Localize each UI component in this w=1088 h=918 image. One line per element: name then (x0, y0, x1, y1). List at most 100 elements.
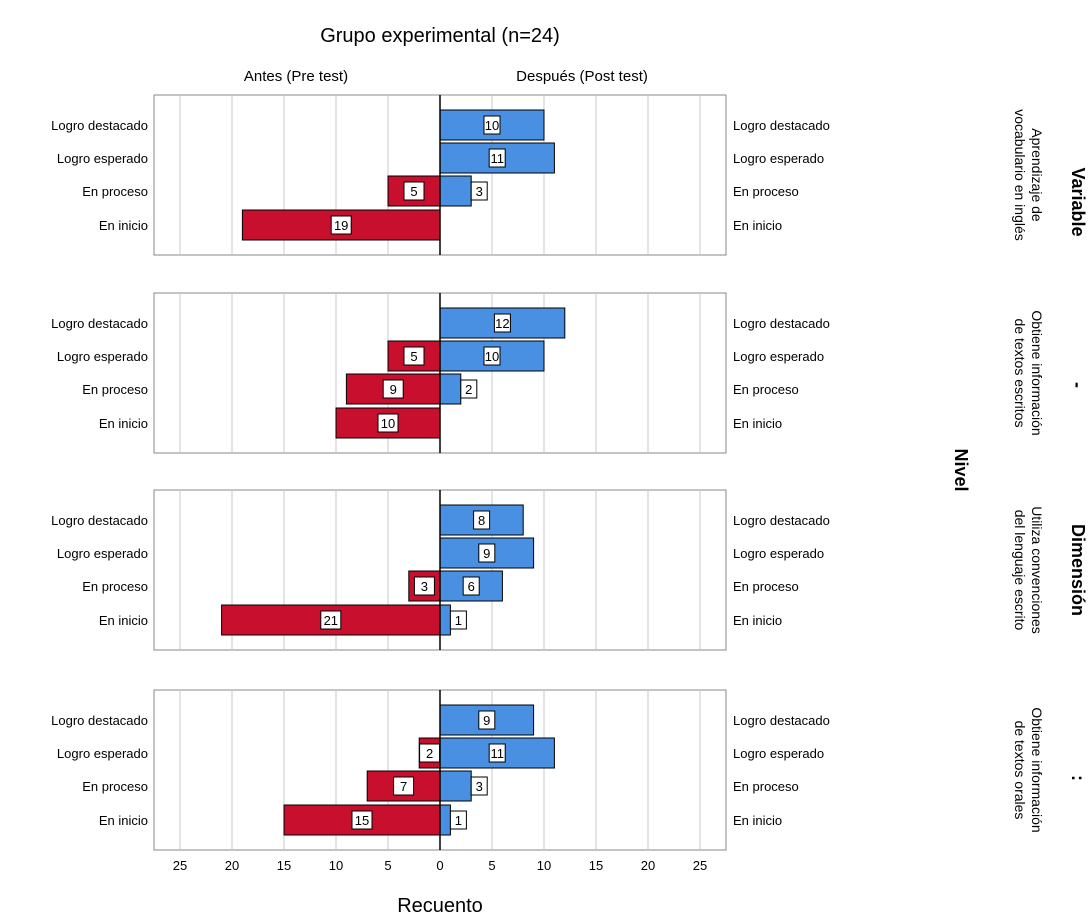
panel-2: Logro destacado Logro destacado 12 Logro es… (51, 292, 1045, 454)
x-tick-label: 20 (225, 858, 239, 873)
category-label-right: En proceso (733, 382, 799, 397)
nivel-label: Nivel (951, 448, 971, 491)
data-label-post: 11 (490, 151, 504, 166)
category-label-right: En inicio (733, 813, 782, 828)
category-label-left: Logro esperado (57, 151, 148, 166)
data-label-pre: 5 (410, 184, 417, 199)
data-label-box (488, 148, 506, 168)
category-label-right: Logro esperado (733, 151, 824, 166)
data-label-post: 10 (485, 118, 499, 133)
panel-label-line: Obtiene información (1029, 310, 1045, 435)
category-label-right: En inicio (733, 218, 782, 233)
data-label-box (473, 510, 491, 530)
data-label-box (382, 379, 404, 399)
category-label-right: Logro esperado (733, 349, 824, 364)
x-tick-label: 25 (173, 858, 187, 873)
data-label-pre: 21 (324, 613, 338, 628)
data-label-pre: 15 (355, 813, 369, 828)
panel-label: Utiliza convencionesdel lenguaje escrito (1012, 506, 1045, 634)
data-label-post: 8 (478, 513, 485, 528)
category-label-left: Logro destacado (51, 118, 148, 133)
data-label-box (449, 810, 467, 830)
pre-test-header: Antes (Pre test) (244, 68, 348, 85)
panel-label: Obtiene informaciónde textos orales (1012, 707, 1045, 832)
data-label-pre: 9 (390, 382, 397, 397)
category-label-right: Logro esperado (733, 746, 824, 761)
data-label-pre: 10 (381, 416, 395, 431)
category-label-left: Logro destacado (51, 316, 148, 331)
bar-post (439, 770, 472, 802)
data-label-box (351, 810, 373, 830)
category-label-left: Logro esperado (57, 349, 148, 364)
x-tick-label: 15 (589, 858, 603, 873)
category-label-left: Logro esperado (57, 546, 148, 561)
data-label-post: 1 (455, 613, 462, 628)
bar-post (439, 175, 472, 207)
data-label-pre: 5 (410, 349, 417, 364)
panel-label-line: de textos escritos (1012, 319, 1028, 428)
chart-title: Grupo experimental (n=24) (320, 25, 560, 47)
data-label-box (470, 776, 488, 796)
bar-post (439, 373, 462, 405)
data-label-post: 9 (483, 713, 490, 728)
panel-label-line: Utiliza convenciones (1029, 506, 1045, 634)
category-label-left: En inicio (99, 218, 148, 233)
data-label-box (413, 576, 435, 596)
panel-label-line: Aprendizaje de (1029, 128, 1045, 222)
panel-label-line: del lenguaje escrito (1012, 510, 1028, 631)
data-label-post: 1 (455, 813, 462, 828)
category-label-right: Logro destacado (733, 316, 830, 331)
x-tick-label: 10 (537, 858, 551, 873)
right-title: Variable (1068, 167, 1088, 236)
data-label-box (483, 115, 501, 135)
x-tick-label: 5 (488, 858, 495, 873)
data-label-pre: 3 (421, 579, 428, 594)
data-label-box (478, 710, 496, 730)
post-test-header: Después (Post test) (516, 68, 648, 85)
category-label-left: En inicio (99, 416, 148, 431)
panel-label: Aprendizaje devocabulario en inglés (1012, 109, 1045, 241)
data-label-box (330, 215, 352, 235)
category-label-right: En proceso (733, 184, 799, 199)
category-label-right: Logro destacado (733, 118, 830, 133)
category-label-left: En inicio (99, 813, 148, 828)
category-label-left: Logro destacado (51, 513, 148, 528)
data-label-box (493, 313, 511, 333)
category-label-left: En proceso (82, 382, 148, 397)
data-label-post: 10 (485, 349, 499, 364)
panel-label-line: de textos orales (1012, 721, 1028, 820)
right-title: - (1068, 382, 1088, 388)
category-label-left: En inicio (99, 613, 148, 628)
panel-1: Logro destacado Logro destacado 10 Logro es… (51, 94, 1045, 256)
category-label-right: En inicio (733, 416, 782, 431)
data-label-box (320, 610, 342, 630)
data-label-post: 3 (476, 779, 483, 794)
data-label-post: 3 (476, 184, 483, 199)
panel-label-line: vocabulario en inglés (1012, 109, 1028, 241)
x-tick-label: 20 (641, 858, 655, 873)
data-label-box (377, 413, 399, 433)
data-label-box (478, 543, 496, 563)
data-label-post: 12 (495, 316, 509, 331)
x-tick-label: 15 (277, 858, 291, 873)
category-label-right: En proceso (733, 779, 799, 794)
data-label-box (462, 576, 480, 596)
data-label-box (488, 743, 506, 763)
bar-post (439, 604, 451, 636)
data-label-pre: 19 (334, 218, 348, 233)
right-title: : (1068, 775, 1088, 781)
category-label-right: Logro destacado (733, 513, 830, 528)
panel-3: Logro destacado Logro destacado 8 Logro esp… (51, 489, 1045, 651)
data-label-pre: 2 (426, 746, 433, 761)
data-label-post: 6 (468, 579, 475, 594)
category-label-right: Logro destacado (733, 713, 830, 728)
category-label-left: En proceso (82, 779, 148, 794)
right-title: Dimensión (1068, 524, 1088, 616)
data-label-box (403, 181, 425, 201)
x-tick-label: 10 (329, 858, 343, 873)
data-label-post: 11 (490, 746, 504, 761)
data-label-box (483, 346, 501, 366)
category-label-right: En proceso (733, 579, 799, 594)
category-label-left: Logro esperado (57, 746, 148, 761)
